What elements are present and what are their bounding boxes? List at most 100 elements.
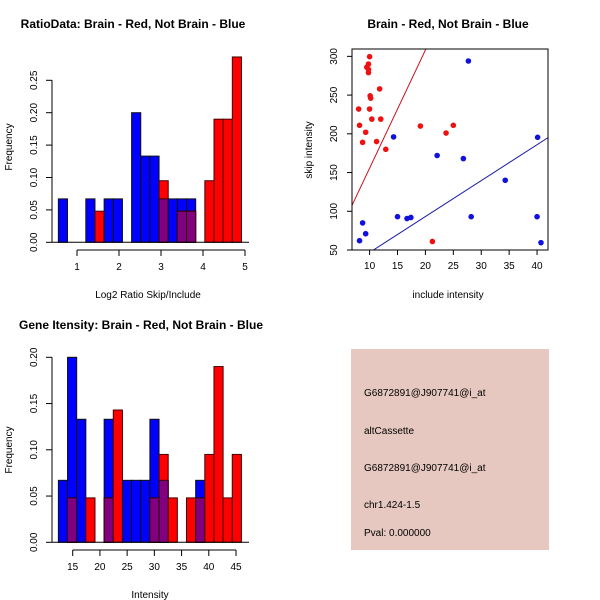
- ratio-bar-overlap: [186, 210, 197, 243]
- ratio-y-tick-label: 0.15: [29, 135, 40, 155]
- info-probe-id: G6872891@J907741@i_at: [364, 388, 486, 399]
- intensity-bar-blue: [131, 479, 142, 543]
- scatter-point-red: [366, 53, 373, 60]
- info-panel-background: [351, 349, 549, 550]
- scatter-point-red: [417, 123, 424, 129]
- scatter-point-blue: [534, 134, 541, 141]
- scatter-fit-line-red: [352, 49, 427, 206]
- intensity-y-tick-label: 0.20: [29, 347, 40, 367]
- ratio-bar-red: [231, 56, 242, 243]
- scatter-point-blue: [468, 213, 474, 220]
- scatter-point-red: [365, 69, 372, 76]
- scatter-point-red: [377, 116, 384, 122]
- scatter-point-blue: [538, 239, 544, 246]
- scatter-y-tick-label: 100: [329, 202, 340, 219]
- intensity-y-tick-label: 0.05: [29, 486, 40, 506]
- scatter-y-tick-label: 200: [329, 125, 340, 142]
- scatter-point-blue: [408, 214, 414, 221]
- ratio-y-tick-label: 0.25: [29, 70, 40, 90]
- intensity-y-tick-label: 0.00: [29, 532, 40, 552]
- info-location: chr1.424-1.5: [364, 500, 421, 511]
- info-pval: Pval: 0.000000: [364, 528, 431, 539]
- ratio-bar-red: [204, 180, 215, 243]
- scatter-point-blue: [534, 213, 540, 220]
- intensity-x-tick-label: 35: [176, 562, 188, 573]
- scatter-x-tick-label: 40: [531, 261, 543, 272]
- ratio-x-tick-label: 2: [116, 262, 122, 273]
- scatter-point-red: [429, 238, 436, 245]
- scatter-xlabel: include intensity: [412, 290, 483, 301]
- ratio-hist-title: RatioData: Brain - Red, Not Brain - Blue: [21, 17, 246, 31]
- ratio-y-tick-label: 0.05: [29, 200, 40, 220]
- ratio-bar-overlap: [176, 210, 188, 243]
- intensity-bar-overlap: [149, 497, 160, 543]
- intensity-x-tick-label: 25: [122, 562, 134, 573]
- intensity-bar-red: [186, 497, 197, 543]
- scatter-point-blue: [356, 237, 363, 244]
- scatter-fit-line-blue: [372, 137, 548, 250]
- scatter-x-tick-label: 15: [392, 261, 404, 272]
- ratio-bar-blue: [85, 198, 96, 243]
- ratio-x-tick-label: 4: [200, 262, 206, 273]
- ratio-bar-blue: [103, 198, 114, 243]
- intensity-bar-red: [85, 497, 96, 543]
- ratio-y-tick-label: 0.10: [29, 167, 40, 187]
- intensity-hist-xlabel: Intensity: [131, 590, 168, 600]
- ratio-y-tick-label: 0.00: [29, 232, 40, 252]
- intensity-bar-overlap: [158, 479, 169, 543]
- scatter-point-blue: [390, 134, 397, 140]
- intensity-bar-red: [222, 497, 233, 543]
- scatter-point-red: [355, 106, 362, 112]
- ratio-x-tick-label: 5: [242, 262, 248, 273]
- intensity-x-tick-label: 30: [149, 562, 161, 573]
- scatter-x-tick-label: 20: [420, 261, 432, 272]
- scatter-point-red: [366, 106, 373, 112]
- ratio-bar-red: [94, 210, 105, 243]
- scatter-point-red: [356, 122, 363, 129]
- intensity-bar-blue: [140, 479, 151, 543]
- scatter-point-blue: [502, 177, 509, 184]
- scatter-plot: 10 15 20 25 30 35 40 50 100 150 200 250 300: [329, 48, 549, 272]
- intensity-bar-blue: [57, 479, 69, 543]
- scatter-point-red: [365, 61, 372, 67]
- ratio-histogram: 0.00 0.05 0.10 0.15 0.20 0.25 1 2 3 4 5: [29, 56, 249, 273]
- ratio-bar-blue: [167, 198, 178, 243]
- intensity-bar-red: [213, 366, 224, 543]
- info-panel: G6872891@J907741@i_at altCassette G68728…: [351, 349, 549, 550]
- scatter-point-blue: [362, 230, 369, 237]
- intensity-bar-overlap: [103, 497, 114, 543]
- scatter-y-tick-label: 300: [329, 48, 340, 65]
- intensity-bar-red: [204, 453, 215, 543]
- ratio-hist-xlabel: Log2 Ratio Skip/Include: [95, 290, 201, 301]
- intensity-bar-blue: [76, 418, 87, 543]
- scatter-x-tick-label: 10: [364, 261, 376, 272]
- intensity-x-tick-label: 40: [203, 562, 215, 573]
- ratio-bar-blue: [131, 112, 142, 243]
- scatter-point-red: [382, 146, 389, 153]
- scatter-point-red: [450, 122, 457, 129]
- ratio-bar-blue: [149, 155, 160, 243]
- scatter-y-tick-label: 250: [329, 86, 340, 103]
- scatter-point-red: [369, 116, 375, 122]
- intensity-y-tick-label: 0.15: [29, 393, 40, 413]
- scatter-point-red: [376, 86, 383, 92]
- scatter-x-tick-label: 30: [476, 261, 488, 272]
- intensity-bar-overlap: [67, 497, 78, 543]
- ratio-x-tick-label: 1: [74, 262, 80, 273]
- info-event-type: altCassette: [364, 426, 414, 437]
- intensity-bar-overlap: [195, 497, 206, 543]
- intensity-x-tick-label: 15: [67, 562, 79, 573]
- scatter-point-blue: [394, 213, 401, 220]
- intensity-bar-blue: [121, 479, 133, 543]
- scatter-x-tick-label: 25: [448, 261, 460, 272]
- ratio-bar-blue: [140, 155, 151, 243]
- intensity-bar-red: [231, 453, 242, 543]
- ratio-bar-blue: [112, 198, 123, 243]
- scatter-point-blue: [460, 155, 467, 162]
- scatter-point-red: [443, 130, 449, 136]
- intensity-x-tick-label: 45: [230, 562, 242, 573]
- scatter-point-blue: [465, 58, 472, 64]
- info-probe-id-2: G6872891@J907741@i_at: [364, 463, 486, 474]
- scatter-point-red: [367, 95, 374, 101]
